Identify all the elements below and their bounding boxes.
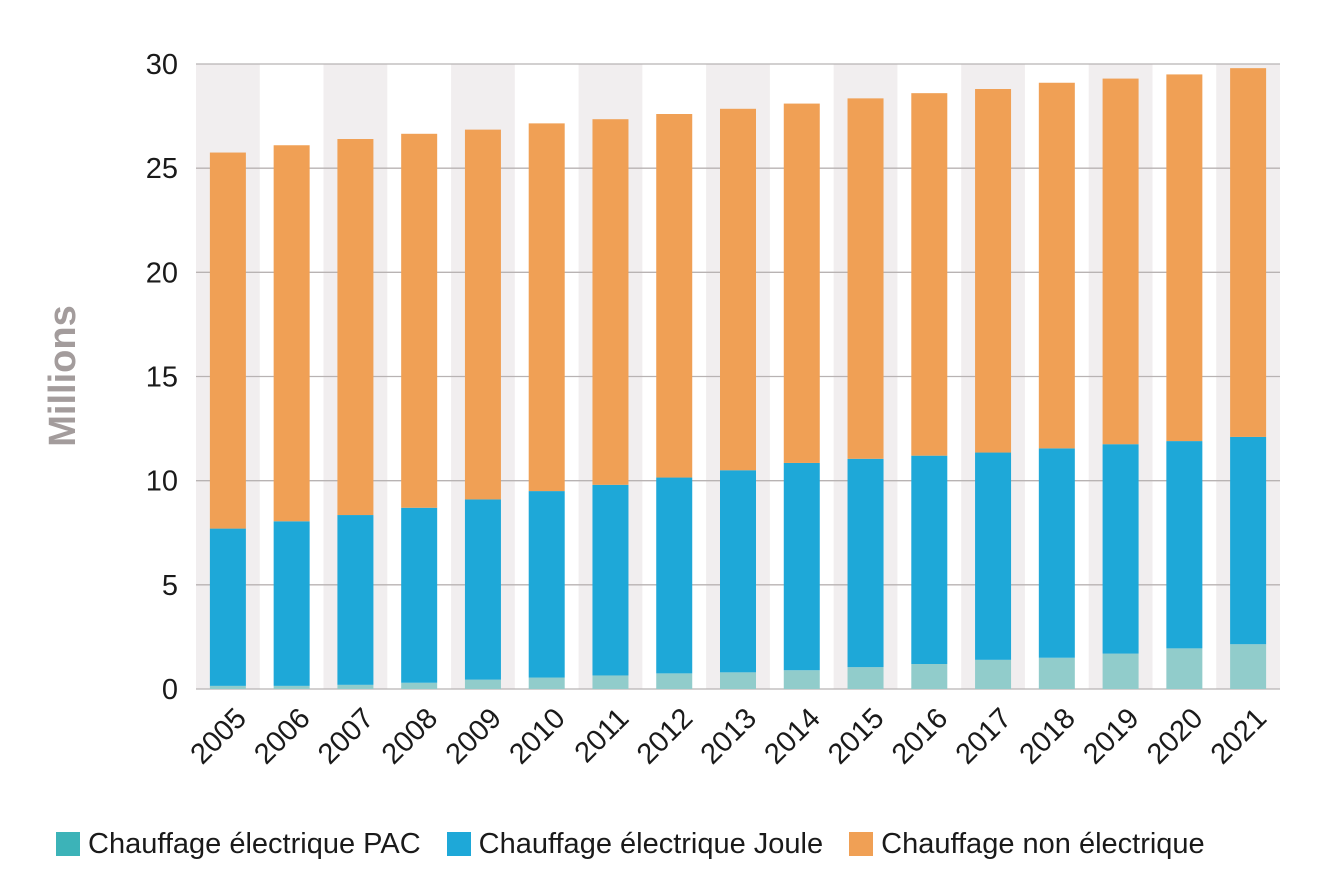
bar-segment-0: [528, 677, 565, 689]
y-tick-label: 30: [146, 49, 178, 81]
x-tick-label: 2019: [1077, 702, 1145, 770]
bar-segment-1: [401, 507, 438, 683]
bar-segment-2: [273, 145, 310, 522]
x-tick-label: 2011: [569, 702, 636, 769]
legend-item-non-electrique: Chauffage non électrique: [849, 828, 1205, 861]
y-tick-label: 10: [146, 466, 178, 498]
bar-segment-0: [975, 659, 1012, 689]
bar-segment-0: [592, 675, 629, 689]
bar-segment-0: [783, 670, 820, 689]
bar-segment-1: [592, 484, 629, 676]
bar-segment-0: [209, 685, 246, 689]
bar-segment-0: [1038, 657, 1075, 689]
x-tick-label: 2008: [376, 702, 444, 770]
legend-swatch-non-electrique: [849, 832, 874, 856]
legend-swatch-joule: [446, 832, 471, 856]
bar-segment-1: [1038, 448, 1075, 658]
y-tick-label: 5: [162, 570, 178, 602]
bar-segment-0: [656, 673, 693, 689]
x-tick-label: 2017: [950, 702, 1018, 770]
bar-segment-1: [720, 470, 756, 673]
x-tick-label: 2021: [1205, 702, 1273, 770]
y-tick-label: 0: [162, 674, 178, 706]
bar-segment-2: [337, 139, 374, 516]
bar-segment-2: [911, 93, 948, 456]
legend-swatch-pac: [56, 832, 80, 856]
bar-segment-2: [720, 108, 756, 471]
bar-segment-2: [656, 114, 693, 478]
y-axis-label: Millions: [42, 305, 84, 446]
x-tick-label: 2005: [185, 702, 253, 770]
bar-segment-2: [1102, 78, 1139, 445]
y-tick-label: 25: [146, 153, 178, 185]
bar-segment-2: [1038, 82, 1075, 449]
legend: Chauffage électrique PAC Chauffage élect…: [56, 822, 1205, 866]
bar-segment-2: [209, 152, 246, 529]
x-tick-label: 2009: [440, 702, 508, 770]
bar-segment-0: [464, 679, 501, 689]
x-tick-label: 2016: [886, 702, 954, 770]
legend-label-non-electrique: Chauffage non électrique: [881, 827, 1205, 860]
bar-segment-2: [401, 133, 438, 508]
bar-segment-1: [975, 452, 1012, 660]
bar-segment-2: [528, 123, 565, 492]
bar-segment-1: [783, 462, 820, 671]
bar-segment-2: [847, 98, 884, 459]
bar-segment-2: [1230, 68, 1267, 437]
legend-item-joule: Chauffage électrique Joule: [446, 827, 824, 861]
legend-item-pac: Chauffage électrique PAC: [56, 828, 421, 861]
x-tick-label: 2010: [503, 702, 571, 770]
bar-segment-0: [1166, 648, 1203, 689]
x-tick-label: 2007: [312, 702, 380, 770]
bar-segment-2: [783, 103, 820, 463]
legend-label-joule: Chauffage électrique Joule: [478, 827, 824, 860]
x-tick-label: 2013: [695, 702, 763, 770]
y-tick-label: 20: [146, 257, 178, 289]
bar-segment-0: [401, 682, 438, 689]
bar-segment-1: [1102, 444, 1139, 654]
bar-segment-1: [337, 515, 374, 685]
bar-segment-2: [1166, 74, 1203, 442]
x-tick-label: 2012: [631, 702, 699, 770]
x-tick-label: 2015: [822, 702, 890, 770]
bar-segment-2: [975, 89, 1012, 453]
bar-segment-0: [1102, 653, 1139, 689]
bar-segment-1: [1166, 441, 1203, 649]
x-tick-label: 2014: [758, 702, 826, 770]
y-tick-label: 15: [146, 362, 178, 394]
legend-label-pac: Chauffage électrique PAC: [88, 827, 421, 860]
bar-segment-1: [209, 528, 246, 686]
bar-segment-1: [464, 499, 501, 680]
x-tick-label: 2006: [248, 702, 316, 770]
bar-segment-0: [911, 664, 948, 689]
chart-svg: 0 5 10 15 20 25 30 2005200620072008200920102011…: [42, 49, 1280, 771]
bar-segment-1: [528, 491, 565, 678]
bar-segment-0: [337, 684, 374, 689]
bar-segment-2: [464, 129, 501, 500]
bar-segment-1: [1230, 436, 1267, 645]
x-tick-label: 2020: [1141, 702, 1209, 770]
bar-segment-0: [720, 672, 756, 689]
bar-segment-1: [656, 477, 693, 674]
bar-segment-1: [911, 455, 948, 664]
bar-segment-2: [592, 119, 629, 485]
x-tick-label: 2018: [1014, 702, 1082, 770]
bar-segment-1: [847, 458, 884, 668]
bar-segment-0: [1230, 644, 1267, 689]
bar-segment-1: [273, 521, 310, 686]
bar-segment-0: [273, 685, 310, 689]
bar-segment-0: [847, 667, 884, 689]
